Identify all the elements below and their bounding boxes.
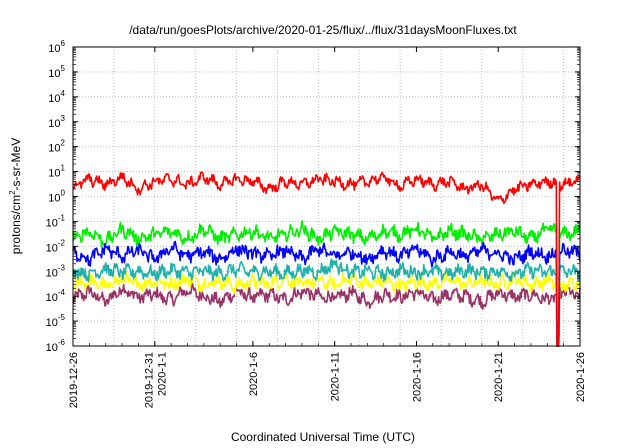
y-tick-exponent: -4	[58, 288, 66, 297]
y-tick-exponent: 5	[61, 64, 66, 73]
y-tick-base: 10	[46, 217, 58, 229]
x-tick-label: 2020-1-11	[330, 352, 342, 401]
x-tick-label: 2020-1-26	[575, 352, 587, 402]
y-tick-exponent: 1	[61, 164, 66, 173]
y-tick-labels: 10-610-510-410-310-210-11001011021031041…	[46, 39, 66, 354]
y-tick-label: 104	[48, 89, 65, 105]
y-axis-label: protons/cm2-s-sr-MeV	[8, 138, 23, 254]
y-tick-base: 10	[48, 193, 60, 205]
x-tick-label: 2019-12-31	[143, 352, 155, 408]
y-tick-label: 10-5	[46, 313, 66, 329]
y-tick-base: 10	[48, 68, 60, 80]
x-axis-label: Coordinated Universal Time (UTC)	[231, 430, 415, 444]
x-tick-label: 2020-1-1	[156, 352, 168, 396]
x-tick-label: 2019-12-26	[68, 352, 80, 408]
y-tick-label: 10-2	[46, 238, 66, 254]
y-tick-base: 10	[46, 342, 58, 354]
series-line	[72, 270, 581, 347]
y-tick-exponent: -2	[58, 238, 66, 247]
y-tick-exponent: 0	[61, 189, 66, 198]
y-tick-exponent: 3	[61, 114, 66, 123]
series-line	[72, 220, 581, 347]
y-tick-base: 10	[48, 93, 60, 105]
series-line	[72, 171, 581, 347]
y-tick-label: 105	[48, 64, 65, 80]
y-tick-exponent: 4	[61, 89, 66, 98]
y-tick-base: 10	[46, 242, 58, 254]
y-tick-label: 101	[48, 164, 65, 180]
chart-title: /data/run/goesPlots/archive/2020-01-25/f…	[129, 23, 517, 37]
y-tick-base: 10	[46, 267, 58, 279]
y-tick-label: 103	[48, 114, 65, 130]
y-tick-exponent: 2	[61, 139, 66, 148]
y-tick-base: 10	[48, 43, 60, 55]
y-tick-label: 10-1	[46, 213, 66, 229]
y-tick-label: 10-6	[46, 338, 66, 354]
y-tick-label: 10-4	[46, 288, 66, 304]
y-tick-base: 10	[48, 143, 60, 155]
series-line	[72, 258, 581, 347]
x-tick-labels: 2019-12-26 2019-12-31 2020-1-1 2020-1-6 2020…	[68, 352, 587, 408]
y-tick-base: 10	[46, 292, 58, 304]
y-axis-label-rest: -s-sr-MeV	[9, 138, 23, 191]
x-tick-label: 2020-1-21	[493, 352, 505, 402]
y-tick-exponent: -6	[58, 338, 66, 347]
x-tick-label: 2020-1-16	[411, 352, 423, 402]
y-tick-label: 100	[48, 189, 65, 205]
series-line	[72, 282, 581, 347]
axis-ticks	[72, 46, 581, 347]
y-tick-exponent: -1	[58, 213, 66, 222]
x-tick-label: 2020-1-6	[248, 352, 260, 396]
y-tick-exponent: 6	[61, 39, 66, 48]
y-tick-exponent: -5	[58, 313, 66, 322]
series-layer	[72, 171, 581, 347]
series-line	[72, 240, 581, 347]
y-axis-label-sup: 2	[8, 190, 17, 195]
y-tick-exponent: -3	[58, 263, 66, 272]
y-tick-base: 10	[48, 168, 60, 180]
y-tick-label: 102	[48, 139, 65, 155]
y-tick-base: 10	[48, 118, 60, 130]
y-tick-label: 106	[48, 39, 65, 55]
y-tick-base: 10	[46, 317, 58, 329]
y-axis-label-base: protons/cm	[9, 195, 23, 254]
y-tick-label: 10-3	[46, 263, 66, 279]
